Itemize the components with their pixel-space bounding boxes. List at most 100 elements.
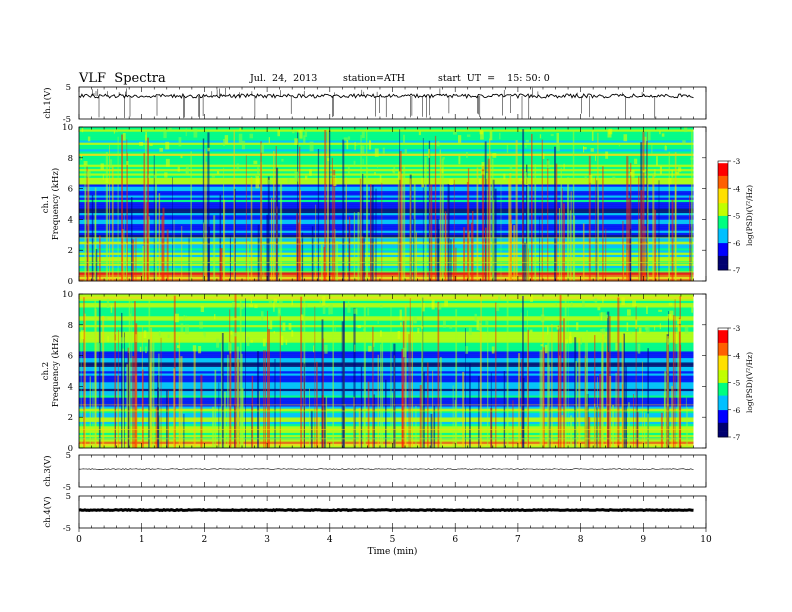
upper-haze-patch — [442, 156, 445, 160]
upper-haze-patch — [230, 330, 233, 335]
upper-haze-patch — [287, 178, 290, 184]
frequency-band — [79, 217, 694, 220]
sferic-streak — [513, 225, 516, 281]
frequency-band — [79, 201, 694, 205]
sferic-streak — [403, 166, 406, 281]
sferic-streak — [541, 349, 543, 448]
sferic-streak — [558, 208, 560, 281]
colorbar-swatch — [718, 355, 728, 358]
upper-haze-patch — [105, 317, 108, 320]
sferic-streak — [602, 166, 604, 281]
x-tick-label: 4 — [327, 535, 333, 545]
sferic-streak — [332, 318, 334, 448]
sferic-streak — [560, 167, 562, 281]
frequency-band — [79, 138, 694, 141]
colorbar-swatch — [718, 202, 728, 205]
upper-haze-patch — [637, 343, 641, 354]
colorbar-swatch — [718, 182, 728, 185]
upper-haze-patch — [122, 133, 126, 141]
colorbar-swatch — [718, 346, 728, 349]
frequency-band — [79, 346, 694, 350]
colorbar-swatch — [718, 255, 728, 258]
sferic-streak — [267, 310, 268, 448]
upper-haze-patch — [255, 176, 260, 184]
sferic-streak — [570, 191, 572, 281]
sferic-streak — [526, 164, 528, 281]
upper-haze-patch — [478, 178, 482, 184]
sferic-streak — [115, 389, 116, 448]
sferic-streak — [161, 216, 164, 281]
upper-haze-patch — [417, 328, 420, 334]
upper-haze-patch — [486, 331, 489, 334]
frequency-band — [79, 300, 694, 304]
frequency-band — [79, 234, 694, 238]
sferic-streak — [397, 184, 399, 281]
sferic-streak — [327, 131, 329, 281]
upper-haze-patch — [465, 346, 469, 354]
sferic-streak — [318, 417, 320, 448]
upper-haze-patch — [303, 135, 306, 144]
colorbar-swatch — [718, 328, 728, 331]
upper-haze-patch — [474, 313, 477, 322]
sferic-streak — [423, 371, 425, 448]
frequency-band — [79, 344, 694, 348]
sferic-streak — [630, 162, 632, 281]
sferic-streak — [279, 178, 283, 281]
sferic-streak — [213, 215, 216, 281]
sferic-streak — [527, 185, 530, 281]
sferic-streak — [439, 154, 442, 281]
upper-haze-patch — [520, 312, 522, 320]
upper-haze-patch — [422, 302, 425, 312]
sferic-streak — [444, 211, 447, 281]
frequency-band — [79, 151, 694, 154]
colorbar-swatch — [718, 199, 728, 202]
sferic-streak — [607, 351, 609, 448]
sferic-streak — [227, 354, 229, 448]
sferic-streak — [557, 325, 560, 448]
upper-haze-patch — [570, 302, 573, 307]
colorbar-swatch — [718, 375, 728, 378]
upper-haze-patch — [165, 141, 170, 150]
colorbar-swatch — [718, 235, 728, 238]
frequency-band — [79, 296, 694, 299]
upper-haze-patch — [682, 140, 686, 145]
upper-haze-patch — [306, 302, 308, 308]
colorbar-swatch — [718, 360, 728, 363]
colorbar-swatch — [718, 242, 728, 245]
upper-haze-patch — [377, 319, 379, 324]
sferic-streak — [597, 376, 598, 448]
upper-haze-patch — [159, 148, 163, 152]
sferic-streak — [230, 341, 232, 448]
colorbar-swatch — [718, 349, 728, 352]
sferic-streak — [582, 223, 585, 281]
upper-haze-patch — [678, 167, 682, 172]
upper-haze-patch — [677, 325, 681, 332]
sferic-streak — [615, 372, 617, 448]
frequency-band — [79, 239, 694, 242]
upper-haze-patch — [354, 344, 356, 352]
upper-haze-patch — [546, 160, 550, 168]
frequency-band — [79, 254, 694, 258]
colorbar-swatch — [718, 195, 728, 198]
sferic-streak — [399, 129, 401, 281]
sferic-streak — [594, 335, 596, 448]
frequency-band — [79, 298, 694, 301]
upper-haze-patch — [292, 131, 295, 134]
frequency-band — [79, 245, 694, 249]
sferic-streak — [512, 400, 514, 448]
sferic-streak — [377, 354, 379, 448]
sferic-streak — [524, 242, 526, 281]
sferic-streak — [563, 203, 565, 281]
upper-haze-patch — [602, 312, 606, 321]
upper-haze-patch — [241, 140, 246, 150]
frequency-band — [79, 184, 694, 187]
frequency-band — [79, 250, 694, 253]
upper-haze-patch — [255, 174, 258, 178]
upper-haze-patch — [280, 335, 284, 346]
upper-haze-patch — [139, 346, 142, 353]
sferic-streak — [509, 173, 512, 281]
upper-haze-patch — [615, 342, 618, 351]
upper-haze-patch — [441, 168, 444, 174]
sferic-streak — [411, 320, 413, 448]
upper-haze-patch — [356, 308, 358, 315]
